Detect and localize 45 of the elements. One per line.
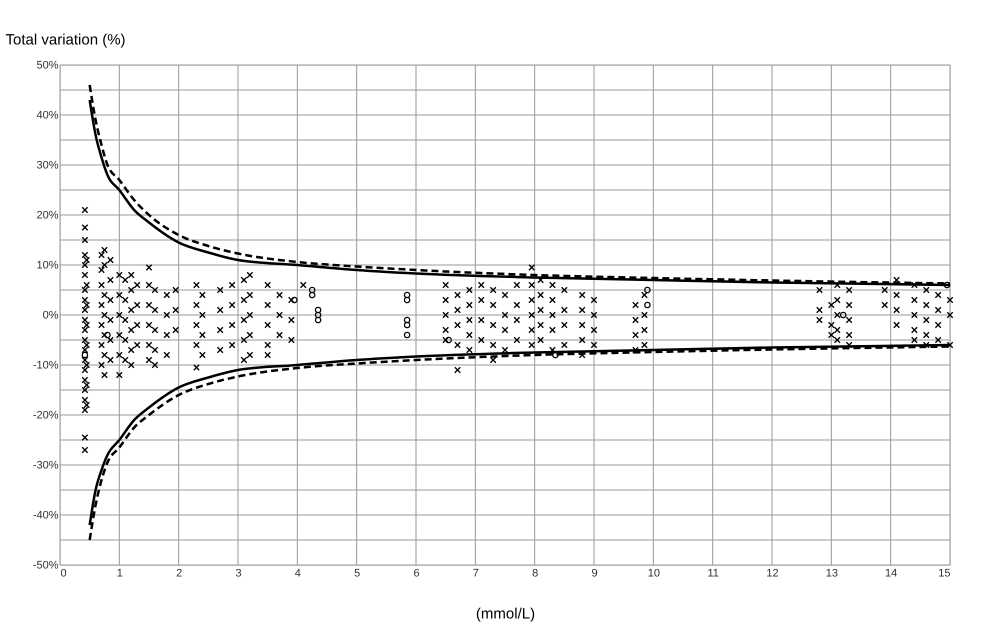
point [404, 322, 410, 328]
x-tick-label: 15 [938, 568, 950, 580]
point [308, 292, 316, 298]
y-tick-label: -50% [32, 560, 59, 572]
y-axis-title: Total variation (%) [6, 32, 126, 48]
point [404, 296, 410, 304]
x-tick-label: 6 [413, 568, 420, 580]
point [404, 292, 410, 298]
x-tick-label: 14 [885, 568, 898, 580]
point [445, 336, 452, 344]
y-tick-label: -20% [32, 410, 59, 422]
x-tick-label: 10 [648, 568, 660, 580]
point [314, 312, 322, 318]
point [404, 316, 410, 324]
x-tick-label: 5 [354, 568, 360, 580]
x-axis-title: (mmol/L) [476, 606, 536, 622]
x-tick-label: 11 [707, 568, 719, 580]
y-tick-label: 0% [42, 310, 59, 322]
y-tick-label: 20% [36, 210, 59, 222]
y-tick-label: -10% [32, 360, 59, 372]
point [314, 306, 322, 314]
y-tick-label: 30% [36, 160, 59, 172]
point [944, 282, 950, 288]
x-tick-label: 7 [472, 568, 479, 580]
x-tick-label: 13 [826, 568, 838, 580]
y-tick-label: -40% [32, 510, 59, 522]
x-tick-label: 2 [176, 568, 182, 580]
point [308, 286, 316, 294]
y-tick-label: -30% [32, 460, 59, 472]
y-tick-label: 50% [36, 60, 59, 72]
point [104, 332, 111, 338]
point [291, 296, 298, 304]
point [644, 302, 651, 308]
x-tick-label: 0 [60, 568, 67, 580]
point [404, 332, 410, 338]
x-tick-label: 3 [235, 568, 242, 580]
x-tick-label: 4 [294, 568, 301, 580]
point [314, 316, 322, 324]
x-tick-label: 9 [591, 568, 598, 580]
x-tick-label: 8 [532, 568, 538, 580]
point [644, 286, 651, 294]
x-tick-label: 12 [766, 568, 779, 580]
x-tick-label: 1 [116, 568, 123, 580]
y-tick-label: 10% [36, 260, 59, 272]
y-tick-label: 40% [36, 110, 59, 122]
